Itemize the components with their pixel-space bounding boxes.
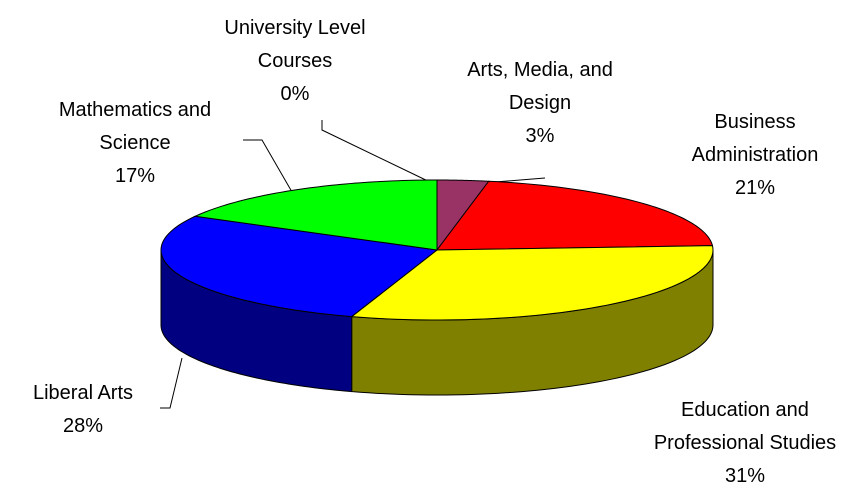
slice-label: Liberal Arts 28% bbox=[8, 377, 158, 443]
pie-slice bbox=[435, 180, 714, 251]
category-label: University Level Courses bbox=[224, 17, 366, 72]
category-label: Business Administration bbox=[691, 111, 819, 166]
category-label: Mathematics and Science bbox=[58, 99, 212, 154]
slice-label: Education and Professional Studies 31% bbox=[630, 394, 860, 493]
slice-label: Business Administration 21% bbox=[655, 106, 855, 205]
value-label: 3% bbox=[525, 125, 555, 147]
pie-slice bbox=[350, 245, 714, 321]
value-label: 31% bbox=[724, 465, 766, 487]
pie-slice bbox=[160, 215, 439, 318]
category-label: Liberal Arts bbox=[32, 382, 134, 404]
category-label: Arts, Media, and Design bbox=[467, 59, 613, 114]
leader-line bbox=[243, 139, 293, 193]
slice-label: University Level Courses 0% bbox=[210, 12, 380, 111]
value-label: 17% bbox=[114, 165, 156, 187]
category-label: Education and Professional Studies bbox=[653, 399, 837, 454]
pie-slice bbox=[193, 179, 438, 251]
value-label: 28% bbox=[62, 415, 104, 437]
slice-label: Arts, Media, and Design 3% bbox=[450, 54, 630, 153]
leader-line bbox=[160, 357, 183, 409]
leader-line bbox=[321, 120, 433, 184]
value-label: 0% bbox=[280, 83, 310, 105]
slice-label: Mathematics and Science 17% bbox=[45, 94, 225, 193]
value-label: 21% bbox=[734, 177, 776, 199]
